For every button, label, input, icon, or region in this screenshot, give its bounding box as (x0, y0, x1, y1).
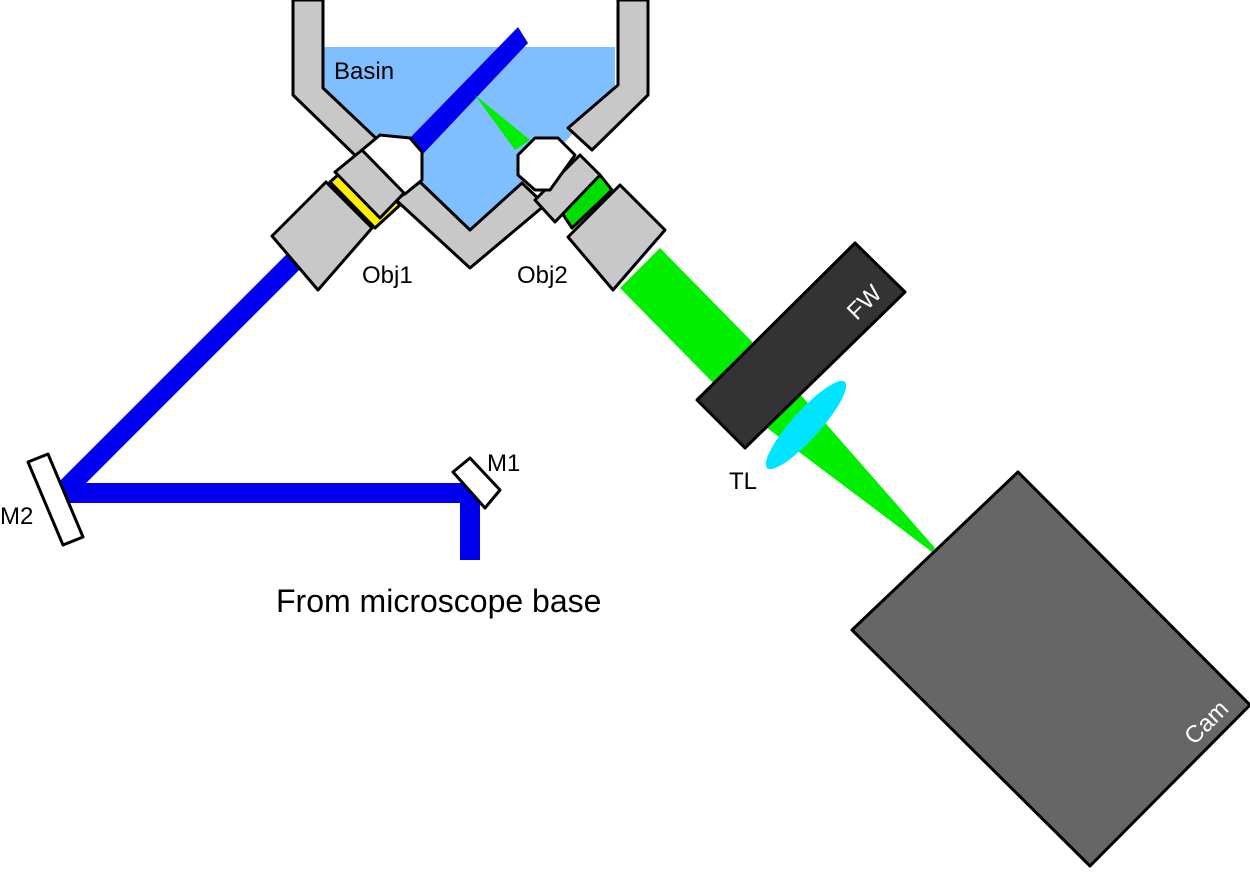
obj2-label: Obj2 (517, 262, 568, 289)
excitation-beam (54, 27, 528, 560)
objective-2 (516, 136, 667, 292)
m1-label: M1 (487, 450, 520, 477)
tube-lens (765, 380, 847, 470)
tl-label: TL (729, 468, 757, 495)
mirror-m1 (451, 456, 502, 510)
basin-chamber (291, 0, 650, 270)
filter-wheel: FW (695, 241, 907, 450)
m2-label: M2 (0, 503, 33, 530)
basin-water (323, 47, 615, 235)
basin-label: Basin (334, 58, 394, 85)
source-label: From microscope base (276, 583, 601, 619)
obj1-label: Obj1 (362, 262, 413, 289)
mirror-m2 (26, 452, 85, 547)
objective-1 (270, 133, 424, 292)
